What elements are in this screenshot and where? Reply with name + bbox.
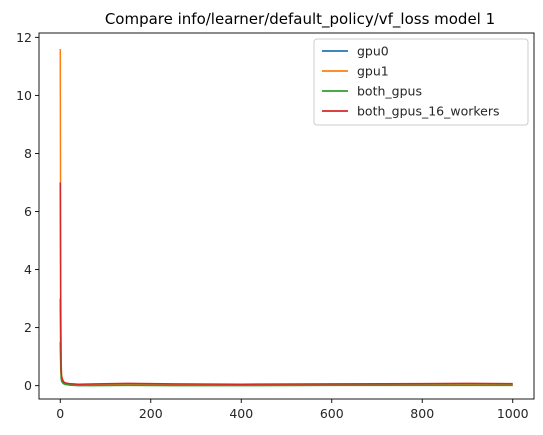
x-axis: 0 200 400 600 800 1000 xyxy=(56,399,528,421)
x-tick-label: 1000 xyxy=(497,406,529,421)
y-tick-label: 8 xyxy=(24,146,32,161)
x-tick-label: 800 xyxy=(410,406,434,421)
y-axis: 0 2 4 6 8 10 12 xyxy=(16,30,39,393)
y-tick-label: 10 xyxy=(16,88,32,103)
y-tick-label: 4 xyxy=(24,262,32,277)
x-tick-label: 600 xyxy=(320,406,344,421)
chart-title: Compare info/learner/default_policy/vf_l… xyxy=(105,10,495,29)
legend: gpu0 gpu1 both_gpus both_gpus_16_workers xyxy=(314,39,528,125)
legend-label-both_gpus: both_gpus xyxy=(357,84,422,99)
legend-label-gpu0: gpu0 xyxy=(357,44,389,59)
y-tick-label: 12 xyxy=(16,30,32,45)
y-tick-label: 6 xyxy=(24,204,32,219)
legend-label-gpu1: gpu1 xyxy=(357,64,389,79)
x-tick-label: 200 xyxy=(139,406,163,421)
series-line-both_gpus_16_workers xyxy=(60,182,512,384)
x-tick-label: 400 xyxy=(229,406,253,421)
series-line-both_gpus xyxy=(60,342,512,386)
legend-label-both_gpus_16_workers: both_gpus_16_workers xyxy=(357,104,500,119)
y-tick-label: 0 xyxy=(24,378,32,393)
y-tick-label: 2 xyxy=(24,320,32,335)
x-tick-label: 0 xyxy=(56,406,64,421)
series-line-gpu0 xyxy=(60,299,512,386)
